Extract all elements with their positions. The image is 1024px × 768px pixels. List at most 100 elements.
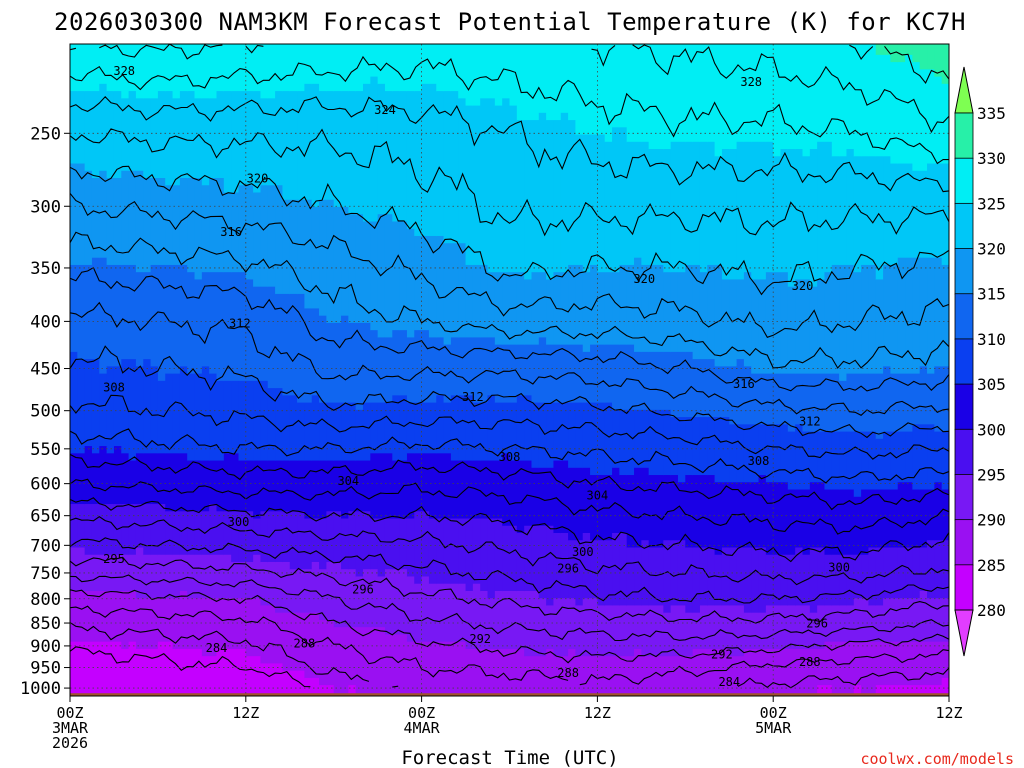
field-cell	[612, 44, 620, 128]
credit-link[interactable]: coolwx.com/models	[860, 750, 1014, 768]
field-cell	[70, 547, 78, 592]
field-cell	[194, 511, 203, 556]
field-cell	[421, 641, 430, 696]
field-cell	[341, 44, 349, 92]
field-cell	[890, 685, 899, 696]
field-cell	[165, 453, 174, 512]
field-cell	[714, 605, 723, 650]
field-cell	[326, 322, 335, 404]
field-cell	[458, 98, 467, 244]
contour-label-text: 308	[103, 381, 125, 395]
field-cell	[736, 141, 745, 281]
field-cell	[304, 83, 313, 201]
field-cell	[128, 590, 137, 643]
field-cell	[223, 648, 232, 696]
field-cell	[450, 44, 459, 92]
field-cell	[91, 359, 100, 454]
field-cell	[77, 91, 86, 165]
field-cell	[817, 44, 826, 143]
field-cell	[546, 344, 555, 404]
field-cell	[685, 351, 694, 418]
field-cell	[172, 648, 181, 696]
field-cell	[179, 590, 188, 650]
field-cell	[348, 460, 357, 512]
colorbar-over-arrow	[954, 66, 974, 114]
field-cell	[128, 554, 137, 592]
field-cell	[868, 373, 877, 433]
field-cell	[919, 44, 928, 70]
field-cell	[392, 460, 401, 520]
field-cell	[450, 460, 459, 520]
contour-label-text: 328	[740, 75, 762, 89]
ground-below-surface	[70, 693, 949, 696]
field-cell	[326, 511, 335, 563]
field-cell	[157, 641, 166, 696]
field-cell	[458, 460, 467, 520]
contour-label-text: 296	[557, 562, 579, 576]
field-cell	[831, 554, 840, 607]
colorbar-segment	[954, 338, 974, 385]
field-cell	[685, 547, 694, 614]
field-cell	[743, 141, 752, 273]
field-cell	[172, 185, 181, 266]
contour-label: 316	[733, 377, 755, 391]
field-cell	[238, 511, 247, 563]
field-cell	[538, 598, 547, 657]
field-cell	[934, 641, 943, 686]
field-cell	[641, 351, 650, 411]
field-cell	[941, 598, 949, 643]
field-cell	[597, 402, 606, 476]
field-cell	[172, 373, 181, 454]
field-cell	[560, 402, 569, 462]
field-cell	[414, 511, 423, 585]
field-cell	[714, 648, 723, 696]
field-cell	[143, 648, 152, 696]
field-cell	[355, 322, 364, 411]
field-cell	[179, 264, 188, 367]
field-cell	[648, 44, 657, 150]
field-cell	[619, 475, 628, 534]
field-cell	[341, 627, 349, 696]
field-cell	[912, 598, 921, 643]
field-cell	[150, 504, 159, 556]
field-cell	[582, 467, 591, 534]
field-cell	[113, 590, 122, 643]
field-cell	[685, 656, 694, 696]
field-cell	[634, 605, 642, 650]
field-cell	[157, 264, 166, 382]
field-cell	[538, 467, 547, 527]
field-cell	[619, 264, 628, 346]
field-cell	[612, 533, 620, 607]
field-cell	[934, 366, 943, 433]
field-cell	[187, 648, 196, 696]
field-cell	[384, 44, 393, 92]
field-cell	[201, 656, 210, 696]
field-cell	[99, 257, 108, 375]
contour-label-text: 292	[469, 632, 491, 646]
colorbar-label: 330	[977, 149, 1006, 168]
field-cell	[795, 149, 804, 281]
field-cell	[99, 590, 108, 643]
field-cell	[546, 648, 555, 696]
field-cell	[121, 504, 130, 556]
field-cell	[817, 547, 826, 607]
field-cell	[590, 540, 598, 599]
field-cell	[304, 44, 313, 85]
contour-label: 300	[828, 561, 850, 575]
field-cell	[824, 373, 833, 433]
field-cell	[699, 44, 708, 143]
field-cell	[348, 627, 357, 686]
field-cell	[487, 648, 496, 696]
field-cell	[406, 44, 415, 92]
field-cell	[927, 685, 935, 696]
field-cell	[846, 373, 855, 433]
field-cell	[809, 431, 818, 483]
field-cell	[714, 156, 723, 266]
field-cell	[809, 44, 818, 150]
field-cell	[927, 489, 935, 541]
isotherm-322	[70, 128, 949, 237]
field-cell	[91, 178, 100, 259]
field-cell	[831, 264, 840, 375]
field-cell	[172, 554, 181, 599]
chart-title: 2026030300 NAM3KM Forecast Potential Tem…	[54, 8, 966, 36]
